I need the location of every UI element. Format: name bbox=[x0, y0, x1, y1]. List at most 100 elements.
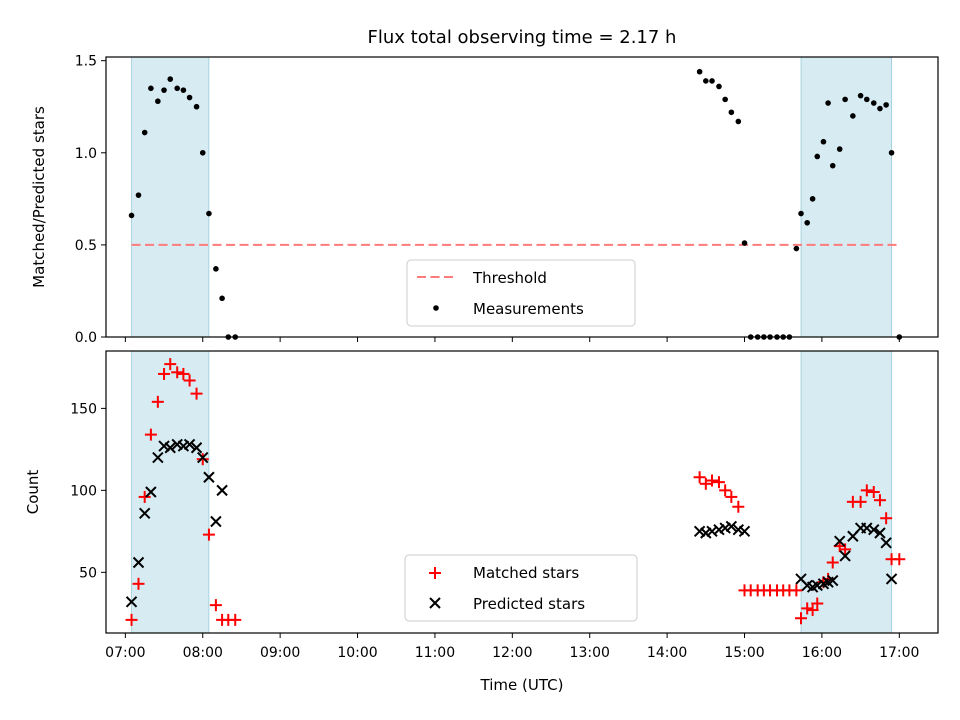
predicted-star-b bbox=[885, 573, 898, 585]
predicted-star-b bbox=[732, 524, 745, 536]
bottom-x-tick-label: 12:00 bbox=[492, 645, 532, 661]
bottom-x-tick-label: 08:00 bbox=[183, 645, 223, 661]
predicted-star-b bbox=[874, 527, 886, 539]
predicted-star-point bbox=[183, 438, 196, 451]
bottom-x-ticks: 07:00 08:00 09:00 10:00 11:00 12:00 13:00 14:00… bbox=[105, 633, 919, 661]
predicted-star-b bbox=[801, 579, 813, 592]
top-shaded-span-0 bbox=[131, 56, 210, 338]
predicted-star-b bbox=[158, 440, 170, 452]
measurement-point bbox=[857, 92, 864, 99]
predicted-star-point bbox=[880, 537, 892, 549]
predicted-star-point bbox=[210, 515, 222, 528]
measurement-point bbox=[180, 87, 187, 93]
matched-star-point bbox=[177, 367, 190, 380]
measurement-point bbox=[804, 219, 811, 226]
matched-star-point bbox=[171, 366, 184, 379]
measurement-point bbox=[877, 105, 883, 112]
measurement-point bbox=[870, 100, 877, 106]
matched-star-point bbox=[202, 528, 215, 541]
chart-title: Flux total observing time = 2.17 h bbox=[368, 27, 677, 48]
top-legend-box bbox=[406, 259, 636, 327]
predicted-star-point bbox=[725, 520, 738, 533]
top-y-tick-label: 1.5 bbox=[75, 54, 97, 70]
predicted-star-b bbox=[183, 438, 196, 451]
measurement-point bbox=[836, 146, 843, 152]
top-y-tick-label: 1.0 bbox=[75, 146, 97, 162]
measurement-point bbox=[716, 83, 722, 90]
bottom-y-tick-label: 100 bbox=[70, 483, 97, 499]
legend-predicted-swatch bbox=[429, 597, 441, 609]
measurement-point bbox=[193, 103, 200, 110]
predicted-star-point bbox=[125, 596, 138, 608]
predicted-star-b bbox=[164, 442, 176, 454]
matched-star-point bbox=[693, 471, 706, 484]
matched-star-point bbox=[196, 453, 209, 466]
matched-star-point bbox=[125, 613, 138, 626]
bottom-x-tick-label: 09:00 bbox=[260, 645, 300, 661]
top-x-ticks bbox=[124, 337, 900, 342]
predicted-star-b bbox=[197, 451, 209, 464]
matched-star-point bbox=[138, 490, 151, 503]
measurement-point bbox=[135, 192, 142, 198]
bottom-x-tick-label: 10:00 bbox=[337, 645, 377, 661]
measurement-point bbox=[809, 196, 816, 202]
measurement-point bbox=[141, 129, 148, 136]
measurement-point bbox=[814, 153, 821, 160]
matched-star-point bbox=[132, 577, 145, 590]
measurement-point bbox=[722, 96, 728, 103]
measurement-point bbox=[793, 245, 800, 252]
predicted-star-point bbox=[190, 442, 203, 454]
matched-star-point bbox=[880, 512, 893, 525]
predicted-star-b bbox=[138, 507, 151, 520]
measurement-point bbox=[888, 149, 895, 156]
measurement-point bbox=[219, 295, 225, 302]
predicted-star-point bbox=[145, 486, 157, 498]
legend-matched-label: Matched stars bbox=[473, 564, 579, 582]
matched-star-point bbox=[158, 367, 171, 380]
bottom-x-tick-label: 15:00 bbox=[724, 645, 764, 661]
predicted-star-b bbox=[190, 442, 203, 454]
predicted-star-b bbox=[725, 520, 738, 533]
predicted-star-b bbox=[145, 486, 157, 498]
predicted-star-point bbox=[132, 556, 145, 569]
top-y-ticks: 0.0 0.5 1.0 1.5 bbox=[75, 54, 106, 346]
x-axis-label: Time (UTC) bbox=[480, 676, 564, 694]
matched-star-point bbox=[190, 387, 203, 400]
measurement-point bbox=[703, 78, 709, 84]
measurement-point bbox=[186, 94, 193, 101]
predicted-star-point bbox=[839, 550, 851, 562]
predicted-stars-series bbox=[125, 438, 898, 608]
matched-star-point bbox=[725, 490, 738, 503]
predicted-star-point bbox=[197, 451, 209, 464]
top-y-tick-label: 0.5 bbox=[75, 238, 97, 254]
predicted-star-b bbox=[210, 515, 222, 528]
top-y-tick-label: 0.0 bbox=[75, 330, 97, 346]
predicted-star-b bbox=[171, 438, 183, 451]
top-shaded-spans bbox=[131, 56, 892, 338]
bottom-axes-frame bbox=[105, 350, 939, 634]
legend-matched-swatch bbox=[429, 567, 441, 579]
bottom-y-tick-label: 150 bbox=[70, 401, 97, 417]
measurement-point bbox=[883, 102, 889, 108]
matched-star-point bbox=[801, 602, 814, 615]
predicted-star-b bbox=[880, 537, 892, 549]
predicted-star-point bbox=[138, 507, 151, 520]
measurement-point bbox=[728, 109, 735, 116]
predicted-star-point bbox=[216, 484, 228, 497]
measurement-point bbox=[696, 68, 703, 75]
bottom-y-ticks: 50 100 150 bbox=[70, 401, 106, 581]
predicted-star-b bbox=[706, 525, 718, 538]
matched-star-point bbox=[144, 428, 157, 441]
bottom-legend-box bbox=[404, 554, 638, 622]
predicted-star-b bbox=[868, 524, 880, 536]
matched-star-point bbox=[795, 612, 808, 625]
bottom-panel: 50 100 150 07:00 08:00 09:00 10:00 11:00 12:00 1… bbox=[24, 350, 939, 694]
predicted-star-point bbox=[152, 451, 164, 464]
matched-star-point bbox=[164, 358, 177, 371]
matched-star-point bbox=[811, 597, 824, 610]
bottom-x-tick-label: 16:00 bbox=[802, 645, 842, 661]
matched-star-point bbox=[893, 553, 906, 566]
legend-threshold-label: Threshold bbox=[472, 269, 547, 287]
top-y-axis-label: Matched/Predicted stars bbox=[30, 106, 48, 288]
